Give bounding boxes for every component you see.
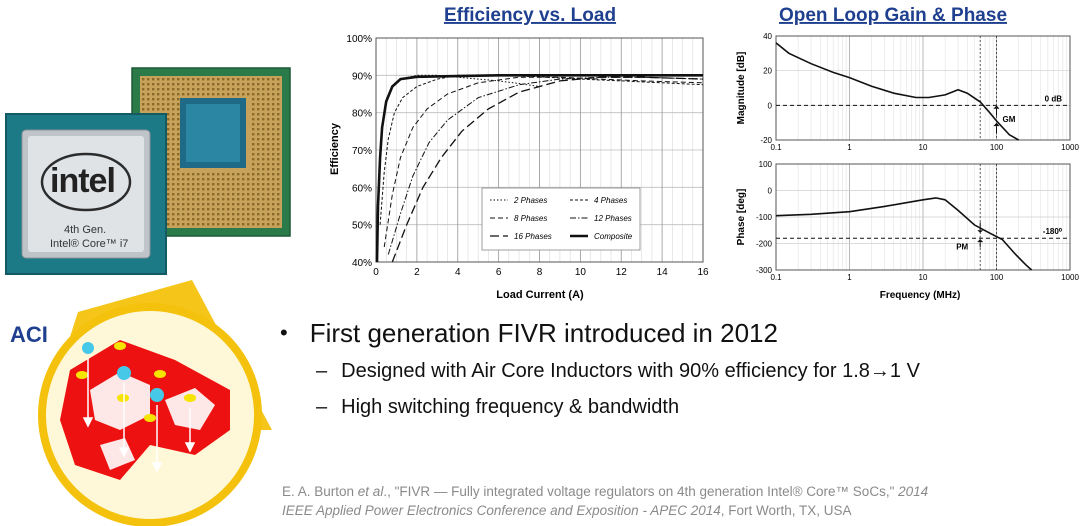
processor-illustration: [5, 67, 291, 275]
frequency-x-axis-label: Frequency (MHz): [880, 290, 961, 301]
y-tick-label: 90%: [352, 71, 372, 82]
y-tick-label: 40: [763, 32, 772, 41]
legend-label: 2 Phases: [513, 196, 547, 205]
citation-line-2: IEEE Applied Power Electronics Conferenc…: [282, 503, 852, 518]
pm-arrowhead: [977, 230, 984, 233]
sub-bullet-2: – High switching frequency & bandwidth: [316, 396, 679, 419]
pm-arrowhead: [977, 238, 984, 243]
x-tick-label: 6: [496, 267, 502, 278]
x-tick-label: 12: [616, 267, 628, 278]
x-tick-label: 1000: [1061, 143, 1079, 152]
gm-arrowhead: [993, 122, 1000, 127]
series-composite: [375, 74, 703, 263]
y-tick-label: 80%: [352, 109, 372, 120]
inductor-pins: [76, 342, 196, 422]
main-bullet: • First generation FIVR introduced in 20…: [280, 318, 778, 349]
x-tick-label: 10: [919, 143, 928, 152]
aci-label: ACI: [10, 322, 48, 347]
x-tick-label: 2: [414, 267, 420, 278]
arrow-glyph: →: [869, 360, 890, 382]
x-tick-label: 0.1: [770, 273, 782, 282]
y-tick-label: 20: [763, 67, 772, 76]
y-tick-label: 0: [768, 187, 773, 196]
chip-front: [5, 113, 167, 275]
current-arrows: [82, 358, 196, 473]
sub-bullet-1-text: Designed with Air Core Inductors with 90…: [341, 360, 920, 382]
magnitude-y-axis-label: Magnitude [dB]: [736, 52, 747, 125]
sub-bullet-dash: –: [316, 360, 328, 382]
x-tick-label: 14: [657, 267, 669, 278]
x-tick-label: 100: [990, 273, 1004, 282]
aci-zoom-illustration: [38, 280, 272, 526]
phase-y-axis-label: Phase [deg]: [736, 189, 747, 246]
minus-180-label: -180⁰: [1043, 227, 1063, 236]
phase-margin-label: PM: [956, 243, 968, 252]
y-tick-label: 100%: [346, 34, 372, 45]
y-tick-label: -20: [760, 136, 772, 145]
zero-db-label: 0 dB: [1045, 94, 1063, 103]
x-tick-label: 10: [575, 267, 587, 278]
chip-line1: 4th Gen.: [64, 224, 107, 236]
y-tick-label: -300: [756, 266, 773, 275]
efficiency-chart: Efficiency vs. Load Efficiency Load Curr…: [329, 5, 709, 301]
sub-bullet-1: – Designed with Air Core Inductors with …: [316, 360, 920, 383]
citation-line-1: E. A. Burton et al., "FIVR — Fully integ…: [282, 484, 929, 499]
legend-label: 16 Phases: [514, 232, 552, 241]
gain-margin-label: GM: [1003, 115, 1016, 124]
bode-chart-title: Open Loop Gain & Phase: [779, 5, 1007, 26]
x-tick-label: 8: [537, 267, 543, 278]
efficiency-x-axis-label: Load Current (A): [496, 289, 584, 301]
y-tick-label: -200: [756, 240, 773, 249]
x-tick-label: 1: [847, 273, 852, 282]
legend-label: 12 Phases: [594, 214, 632, 223]
bode-plot: Open Loop Gain & Phase Magnitude [dB] Ph…: [736, 5, 1079, 301]
response-curve: [775, 197, 1033, 271]
x-tick-label: 100: [990, 143, 1004, 152]
sub-bullet-2-text: High switching frequency & bandwidth: [341, 396, 680, 418]
legend-label: 4 Phases: [594, 196, 627, 205]
series-8-phases: [383, 76, 704, 248]
citation: E. A. Burton et al., "FIVR — Fully integ…: [282, 482, 928, 520]
x-tick-label: 10: [919, 273, 928, 282]
legend-box: [481, 187, 641, 251]
x-tick-label: 0.1: [770, 143, 782, 152]
x-tick-label: 1000: [1061, 273, 1079, 282]
main-bullet-text: First generation FIVR introduced in 2012: [309, 318, 778, 348]
chip-line2: Intel® Core™ i7: [50, 238, 129, 250]
x-tick-label: 1: [847, 143, 852, 152]
y-tick-label: 0: [768, 101, 773, 110]
y-tick-label: 50%: [352, 221, 372, 232]
gm-arrowhead: [993, 105, 1000, 109]
y-tick-label: 40%: [352, 258, 372, 269]
y-tick-label: 70%: [352, 146, 372, 157]
efficiency-chart-title: Efficiency vs. Load: [444, 5, 616, 26]
legend-label: 8 Phases: [514, 214, 547, 223]
x-tick-label: 16: [697, 267, 709, 278]
x-tick-label: 0: [373, 267, 379, 278]
y-tick-label: 60%: [352, 183, 372, 194]
response-curve: [775, 42, 1019, 141]
legend-label: Composite: [594, 232, 633, 241]
efficiency-y-axis-label: Efficiency: [329, 122, 341, 175]
y-tick-label: 100: [759, 160, 773, 169]
series-2-phases: [377, 74, 540, 218]
series-16-phases: [391, 76, 704, 263]
sub-bullet-dash: –: [316, 396, 328, 418]
x-tick-label: 4: [455, 267, 461, 278]
chip-brand: intel: [50, 162, 116, 200]
bullet-dot: •: [280, 320, 288, 345]
y-tick-label: -100: [756, 213, 773, 222]
